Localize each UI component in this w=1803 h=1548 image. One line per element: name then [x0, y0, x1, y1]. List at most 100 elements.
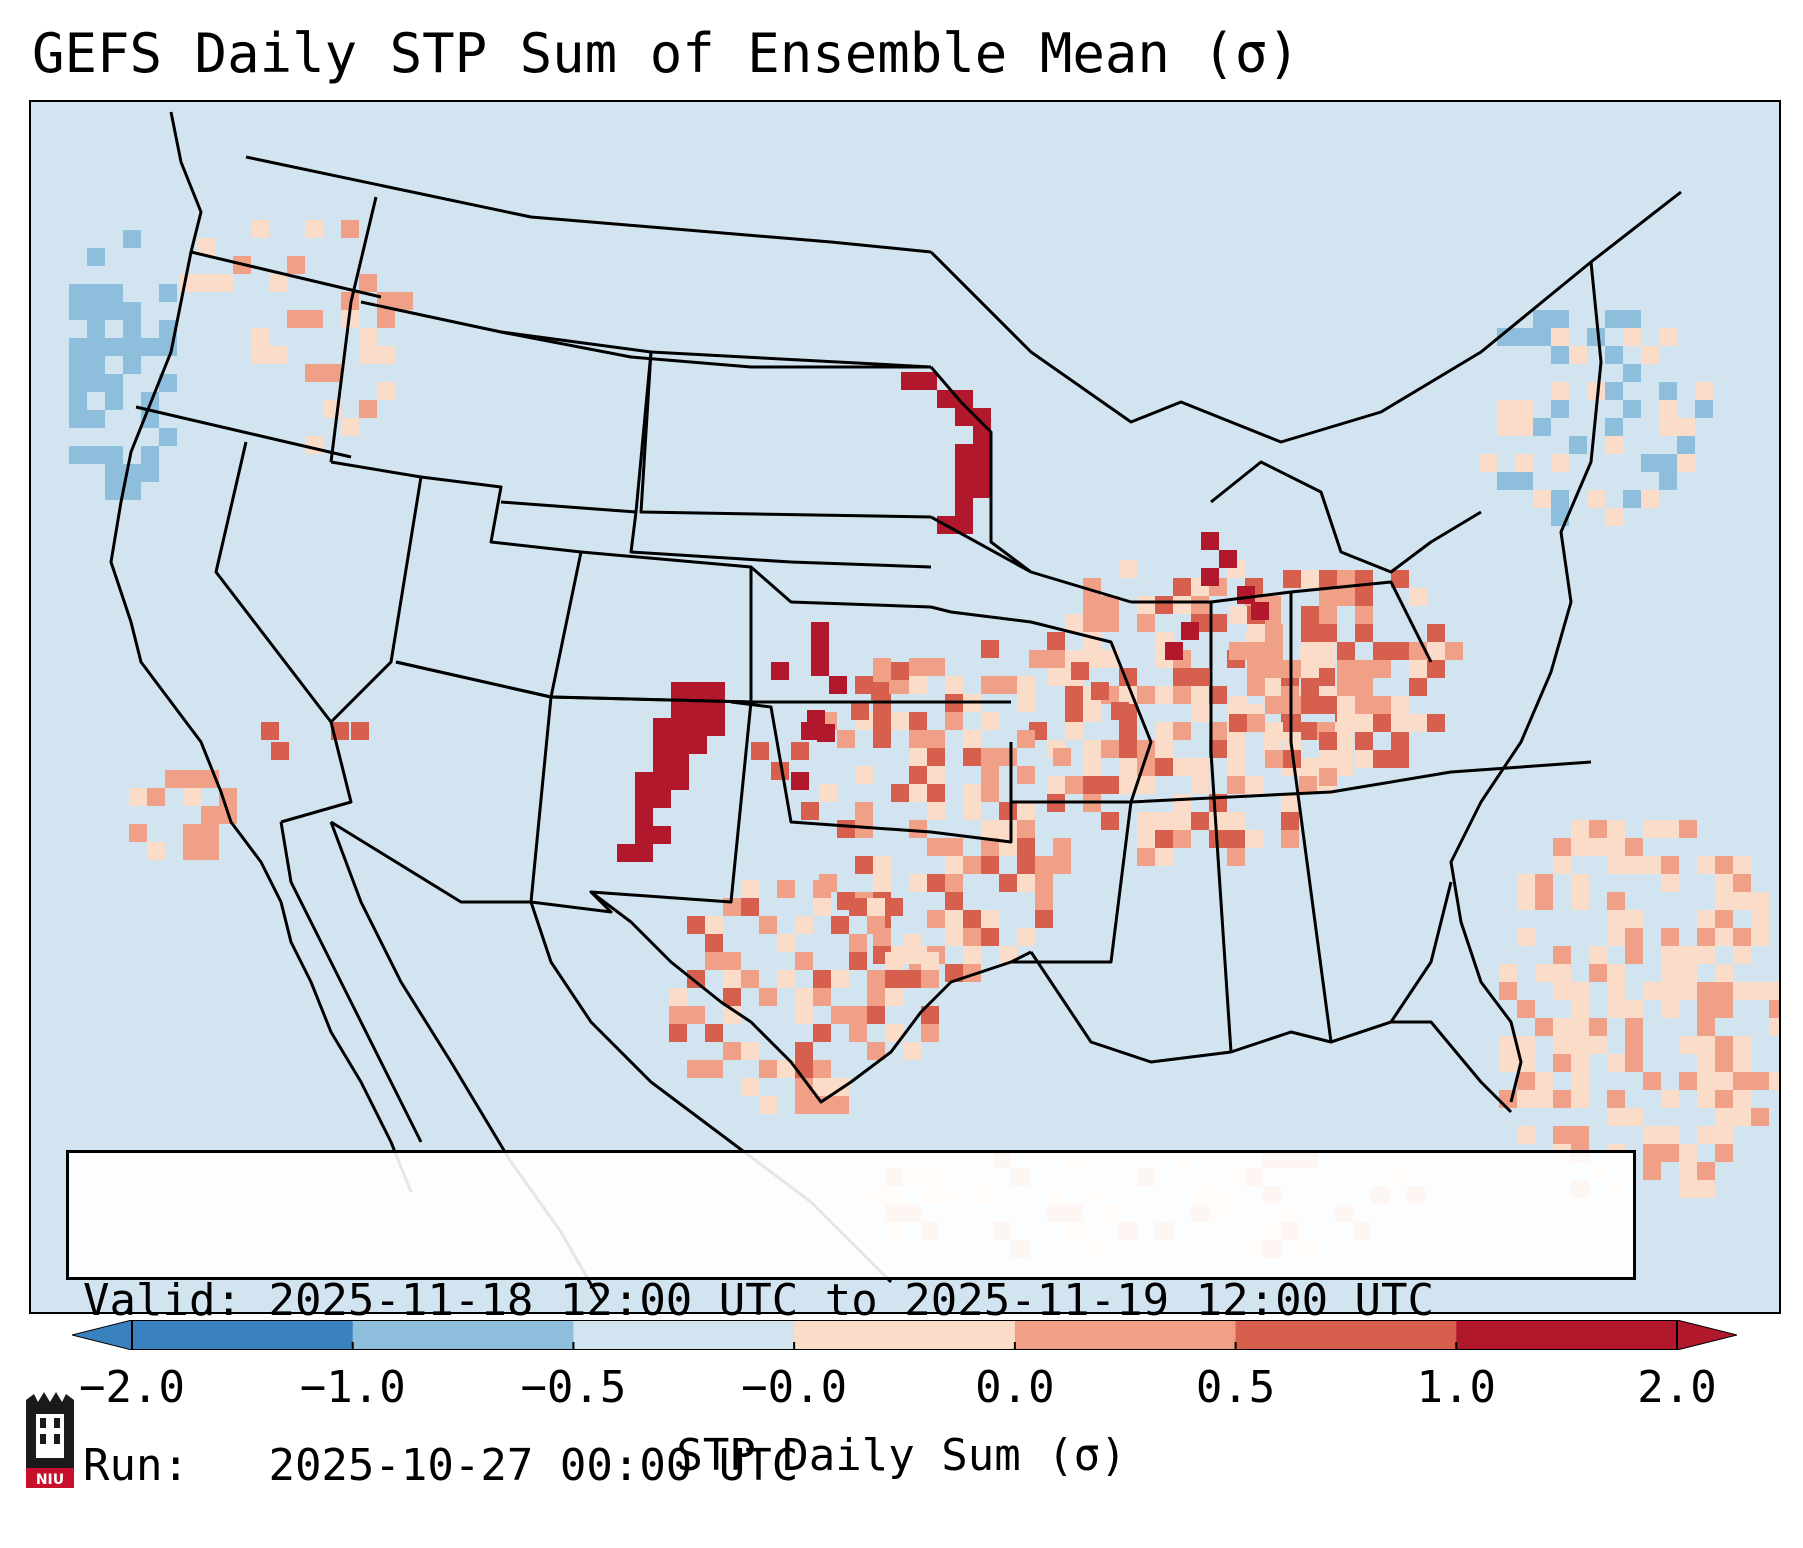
anomaly-cell: [759, 1096, 777, 1114]
anomaly-cell: [1733, 946, 1751, 964]
anomaly-cell: [1017, 838, 1035, 856]
anomaly-cell: [1155, 740, 1173, 758]
anomaly-cell: [1679, 1072, 1697, 1090]
anomaly-cell: [963, 730, 981, 748]
anomaly-cell: [1035, 910, 1053, 928]
anomaly-cell: [669, 1006, 687, 1024]
anomaly-cell: [1679, 1144, 1697, 1162]
niu-logo-text: NIU: [36, 1472, 64, 1488]
anomaly-cell: [1427, 660, 1445, 678]
anomaly-cell: [817, 724, 835, 742]
anomaly-cell: [141, 446, 159, 464]
anomaly-cell: [1191, 596, 1209, 614]
anomaly-cell: [1247, 642, 1265, 660]
anomaly-cell: [1101, 776, 1119, 794]
anomaly-cell: [1769, 1018, 1779, 1036]
anomaly-cell: [1697, 1162, 1715, 1180]
anomaly-cell: [147, 788, 165, 806]
anomaly-cell: [867, 988, 885, 1006]
anomaly-cell: [1661, 874, 1679, 892]
colorbar-segment: [132, 1320, 354, 1350]
anomaly-cell: [1017, 766, 1035, 784]
map-panel: [29, 100, 1781, 1314]
anomaly-cell: [1515, 418, 1533, 436]
anomaly-cell: [801, 722, 819, 740]
anomaly-cell: [1677, 454, 1695, 472]
anomaly-cell: [981, 838, 999, 856]
anomaly-cell: [1661, 964, 1679, 982]
anomaly-cell: [1661, 1090, 1679, 1108]
anomaly-cell: [955, 408, 973, 426]
anomaly-cell: [1219, 550, 1237, 568]
midwest: [1131, 580, 1433, 752]
anomaly-cell: [1409, 678, 1427, 696]
anomaly-cell: [1571, 1018, 1589, 1036]
anomaly-cell: [741, 1042, 759, 1060]
anomaly-cell: [1173, 812, 1191, 830]
dakotas: [629, 350, 932, 569]
anomaly-cell: [919, 372, 937, 390]
anomaly-cell: [999, 946, 1017, 964]
anomaly-cell: [1551, 490, 1569, 508]
anomaly-cell: [981, 856, 999, 874]
anomaly-cell: [1643, 856, 1661, 874]
anomaly-cell: [1661, 1126, 1679, 1144]
anomaly-cell: [1337, 642, 1355, 660]
anomaly-cell: [909, 658, 927, 676]
anomaly-cell: [1751, 982, 1769, 1000]
anomaly-cell: [1553, 838, 1571, 856]
anomaly-cell: [1337, 696, 1355, 714]
anomaly-cell: [891, 662, 909, 680]
anomaly-cell: [1571, 820, 1589, 838]
anomaly-cell: [1515, 328, 1533, 346]
anomaly-cell: [1251, 602, 1269, 620]
anomaly-cell: [759, 988, 777, 1006]
anomaly-cell: [1733, 1090, 1751, 1108]
anomaly-cell: [1605, 508, 1623, 526]
anomaly-cell: [1497, 418, 1515, 436]
anomaly-cell: [165, 770, 183, 788]
anomaly-cell: [87, 302, 105, 320]
anomaly-cell: [1119, 758, 1137, 776]
anomaly-cell: [1589, 838, 1607, 856]
anomaly-cell: [1229, 714, 1247, 732]
anomaly-cell: [831, 970, 849, 988]
anomaly-cell: [1605, 310, 1623, 328]
valid-value: 2025-11-18 12:00 UTC to 2025-11-19 12:00…: [268, 1275, 1435, 1326]
anomaly-cell: [1587, 328, 1605, 346]
anomaly-cell: [973, 426, 991, 444]
anomaly-cell: [945, 964, 963, 982]
anomaly-cell: [1697, 1090, 1715, 1108]
anomaly-cell: [813, 988, 831, 1006]
utah: [395, 475, 583, 699]
anomaly-cell: [927, 748, 945, 766]
anomaly-cell: [1227, 740, 1245, 758]
anomaly-cell: [1569, 436, 1587, 454]
anomaly-cell: [1209, 812, 1227, 830]
anomaly-cell: [1299, 758, 1317, 776]
anomaly-cell: [1017, 676, 1035, 694]
anomaly-cell: [123, 356, 141, 374]
anomaly-cell: [671, 718, 689, 736]
anomaly-cell: [1659, 454, 1677, 472]
anomaly-cell: [1047, 668, 1065, 686]
anomaly-cell: [955, 444, 973, 462]
anomaly-cell: [1319, 606, 1337, 624]
anomaly-cell: [1245, 830, 1263, 848]
anomaly-cell: [849, 1006, 867, 1024]
anomaly-cell: [87, 410, 105, 428]
anomaly-cell: [87, 446, 105, 464]
anomaly-cell: [1337, 660, 1355, 678]
anomaly-cell: [1589, 820, 1607, 838]
anomaly-cell: [795, 988, 813, 1006]
anomaly-cell: [1751, 928, 1769, 946]
anomaly-cell: [653, 754, 671, 772]
anomaly-cell: [1017, 820, 1035, 838]
anomaly-cell: [1715, 1144, 1733, 1162]
anomaly-cell: [689, 682, 707, 700]
anomaly-cell: [1265, 696, 1283, 714]
anomaly-cell: [1553, 1090, 1571, 1108]
anomaly-cell: [999, 676, 1017, 694]
anomaly-cell: [251, 328, 269, 346]
anomaly-cell: [1661, 928, 1679, 946]
